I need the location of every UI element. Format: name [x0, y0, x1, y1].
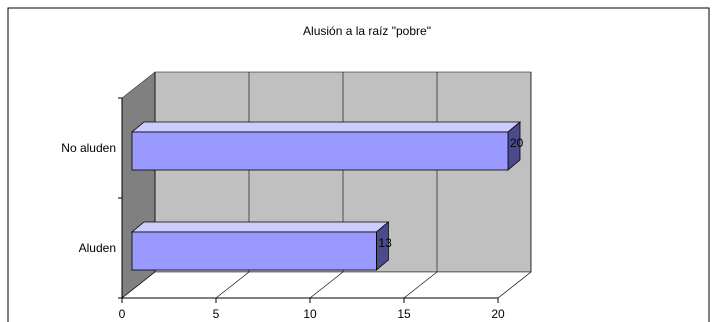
floor-gridline [309, 271, 344, 299]
x-tick-label: 10 [303, 307, 317, 321]
bar [131, 131, 509, 171]
data-label: 20 [510, 136, 524, 150]
x-tick-label: 20 [491, 307, 505, 321]
floor-gridline [403, 271, 438, 299]
floor-gridline [121, 271, 156, 299]
x-tick-label: 15 [397, 307, 411, 321]
bar-top [130, 121, 522, 133]
bar-top [130, 221, 390, 233]
chart-border [7, 7, 710, 322]
category-label: Aluden [79, 241, 116, 255]
category-label: No aluden [61, 141, 116, 155]
data-label: 13 [378, 236, 392, 250]
x-tick-label: 0 [119, 307, 126, 321]
chart-title: Alusión a la raíz "pobre" [303, 24, 431, 38]
x-tick-label: 5 [213, 307, 220, 321]
floor-gridline [497, 271, 532, 299]
floor-gridline [215, 271, 250, 299]
bar [131, 231, 377, 271]
plot-area: 0 5 10 15 20 No aluden 20 Aluden 13 [61, 71, 532, 321]
